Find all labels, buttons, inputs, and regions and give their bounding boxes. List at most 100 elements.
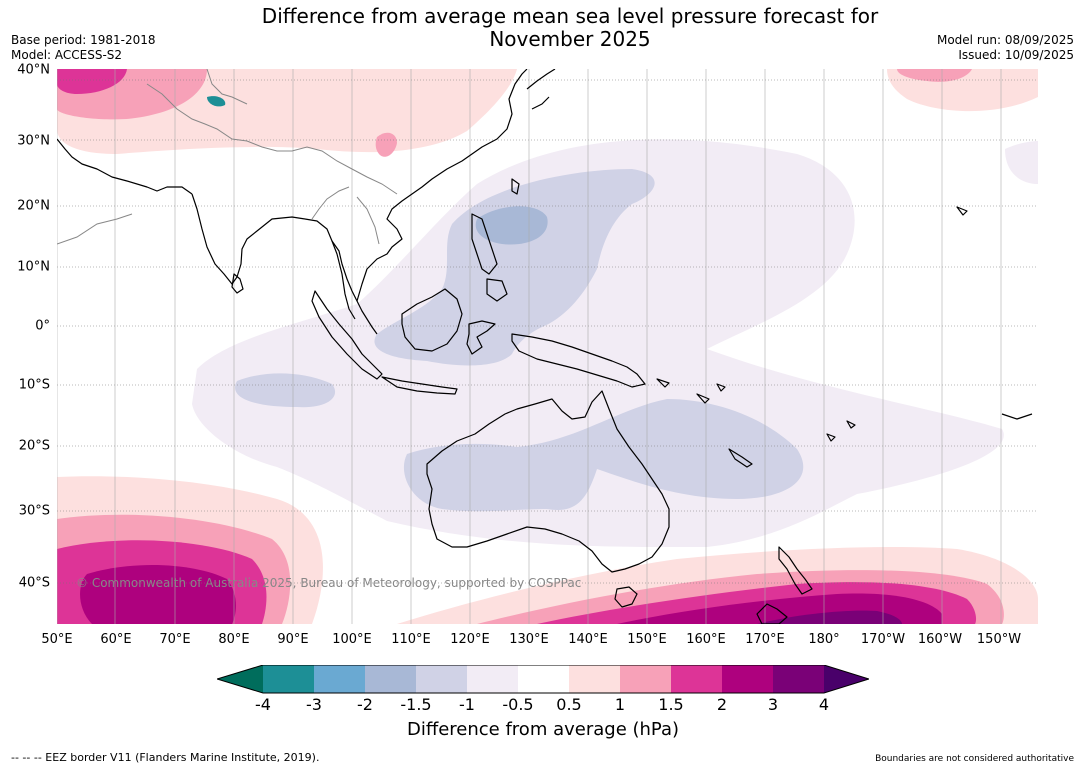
field-neg-0-5-ne bbox=[1005, 141, 1038, 184]
coast-taiwan bbox=[511, 178, 520, 195]
coast-borneo bbox=[401, 288, 463, 352]
coast-sulawesi bbox=[466, 320, 496, 355]
chart-title: Difference from average mean sea level p… bbox=[235, 5, 905, 51]
lon-label-170e: 170°E bbox=[745, 632, 785, 647]
lat-label-20n: 20°N bbox=[17, 198, 50, 214]
colorbar-tick: 4 bbox=[818, 695, 830, 714]
lat-label-0: 0° bbox=[35, 318, 50, 334]
field-pos-1-5-north bbox=[57, 69, 127, 94]
coast-sumatra bbox=[311, 290, 383, 380]
lon-label-50e: 50°E bbox=[41, 632, 73, 647]
coast-malay bbox=[331, 240, 356, 320]
coast-java bbox=[381, 376, 458, 395]
field-neg-1-asia bbox=[374, 169, 655, 366]
colorbar-seg-6 bbox=[518, 665, 569, 693]
lon-label-170w: 170°W bbox=[860, 632, 906, 647]
colorbar-tick: 0.5 bbox=[556, 695, 582, 714]
coast-indochina bbox=[356, 69, 528, 302]
lon-label-160w: 160°W bbox=[917, 632, 963, 647]
title-line-1: Difference from average mean sea level p… bbox=[261, 4, 879, 28]
colorbar-tick: -1 bbox=[459, 695, 475, 714]
lon-label-90e: 90°E bbox=[277, 632, 309, 647]
colorbar-seg-1 bbox=[263, 665, 314, 693]
colorbar-tick: -2 bbox=[357, 695, 373, 714]
lon-label-100e: 100°E bbox=[332, 632, 372, 647]
lon-label-80e: 80°E bbox=[218, 632, 250, 647]
colorbar-tick: 3 bbox=[767, 695, 779, 714]
colorbar-tick: -4 bbox=[255, 695, 271, 714]
coast-new-zealand bbox=[756, 546, 813, 624]
lat-label-40n: 40°N bbox=[17, 62, 50, 78]
field-pos-3-south-east bbox=[757, 610, 902, 624]
coastlines bbox=[57, 69, 1033, 624]
field-neg-1-australia bbox=[403, 399, 804, 512]
colorbar-tick: -0.5 bbox=[502, 695, 534, 714]
coast-new-caledonia bbox=[728, 448, 753, 468]
colorbar-seg-3 bbox=[365, 665, 416, 693]
colorbar-tick: 1 bbox=[614, 695, 626, 714]
lon-label-150w: 150°W bbox=[976, 632, 1022, 647]
lat-label-30n: 30°N bbox=[17, 133, 50, 149]
colorbar-tick: -1.5 bbox=[400, 695, 432, 714]
colorbar-seg-4 bbox=[416, 665, 467, 693]
graticule bbox=[57, 69, 1038, 624]
eez-legend: -- -- -- EEZ border V11 (Flanders Marine… bbox=[11, 751, 320, 764]
coast-arabia-east bbox=[57, 138, 193, 195]
field-neg-1-indian bbox=[235, 373, 336, 408]
base-period: Base period: 1981-2018 bbox=[11, 33, 156, 47]
colorbar-label: Difference from average (hPa) bbox=[406, 719, 680, 740]
field-neg-0-5-west bbox=[192, 139, 1004, 548]
colorbar-tick: 2 bbox=[716, 695, 728, 714]
field-pos-1-ne bbox=[897, 69, 972, 82]
lat-label-10s: 10°S bbox=[18, 377, 50, 393]
colorbar-seg-11 bbox=[773, 665, 824, 693]
field-pos-2-south-west bbox=[80, 564, 236, 624]
colorbar-tick: -3 bbox=[306, 695, 322, 714]
colorbar-arrow-low bbox=[217, 665, 263, 693]
lon-label-110e: 110°E bbox=[391, 632, 431, 647]
field-pos-1-tibet bbox=[375, 132, 397, 157]
coast-japan bbox=[526, 69, 556, 110]
meta-left: Base period: 1981-2018 Model: ACCESS-S2 bbox=[11, 33, 156, 63]
coast-srilanka bbox=[231, 273, 244, 294]
lon-label-180: 180° bbox=[808, 632, 840, 647]
lat-label-20s: 20°S bbox=[18, 438, 50, 454]
colorbar-tick: 1.5 bbox=[658, 695, 684, 714]
borders bbox=[57, 69, 398, 245]
colorbar-seg-10 bbox=[722, 665, 773, 693]
colorbar-seg-5 bbox=[467, 665, 518, 693]
map-copyright: © Commonwealth of Australia 2025, Bureau… bbox=[76, 576, 581, 590]
field-neg-1-5-ph bbox=[475, 206, 548, 245]
colorbar-seg-7 bbox=[569, 665, 620, 693]
colorbar-seg-8 bbox=[620, 665, 671, 693]
colorbar bbox=[215, 664, 871, 695]
colorbar-seg-2 bbox=[314, 665, 365, 693]
lat-label-30s: 30°S bbox=[18, 503, 50, 519]
lon-label-70e: 70°E bbox=[159, 632, 191, 647]
boundary-disclaimer: Boundaries are not considered authoritat… bbox=[875, 754, 1074, 764]
coast-tasmania bbox=[614, 586, 638, 608]
colorbar-seg-9 bbox=[671, 665, 722, 693]
title-line-2: November 2025 bbox=[489, 27, 651, 51]
lon-label-150e: 150°E bbox=[627, 632, 667, 647]
lat-label-10n: 10°N bbox=[17, 259, 50, 275]
meta-right: Model run: 08/09/2025 Issued: 10/09/2025 bbox=[937, 33, 1074, 63]
model-name: Model: ACCESS-S2 bbox=[11, 48, 123, 62]
field-neg-2-india bbox=[207, 96, 226, 107]
coast-bay-of-bengal bbox=[304, 218, 378, 335]
map-panel[interactable]: © Commonwealth of Australia 2025, Bureau… bbox=[57, 69, 1038, 624]
lat-label-40s: 40°S bbox=[18, 575, 50, 591]
colorbar-arrow-high bbox=[824, 665, 869, 693]
coast-philippines bbox=[471, 213, 508, 302]
colorbar-svg bbox=[215, 664, 871, 694]
lon-label-160e: 160°E bbox=[686, 632, 726, 647]
coast-pacific-islands bbox=[656, 206, 1033, 442]
lon-label-140e: 140°E bbox=[568, 632, 608, 647]
lon-label-130e: 130°E bbox=[509, 632, 549, 647]
model-run: Model run: 08/09/2025 bbox=[936, 33, 1074, 47]
pressure-map-svg: © Commonwealth of Australia 2025, Bureau… bbox=[57, 69, 1038, 624]
anomaly-fields bbox=[57, 69, 1038, 624]
lon-label-120e: 120°E bbox=[450, 632, 490, 647]
issued-date: Issued: 10/09/2025 bbox=[958, 48, 1074, 62]
lon-label-60e: 60°E bbox=[100, 632, 132, 647]
